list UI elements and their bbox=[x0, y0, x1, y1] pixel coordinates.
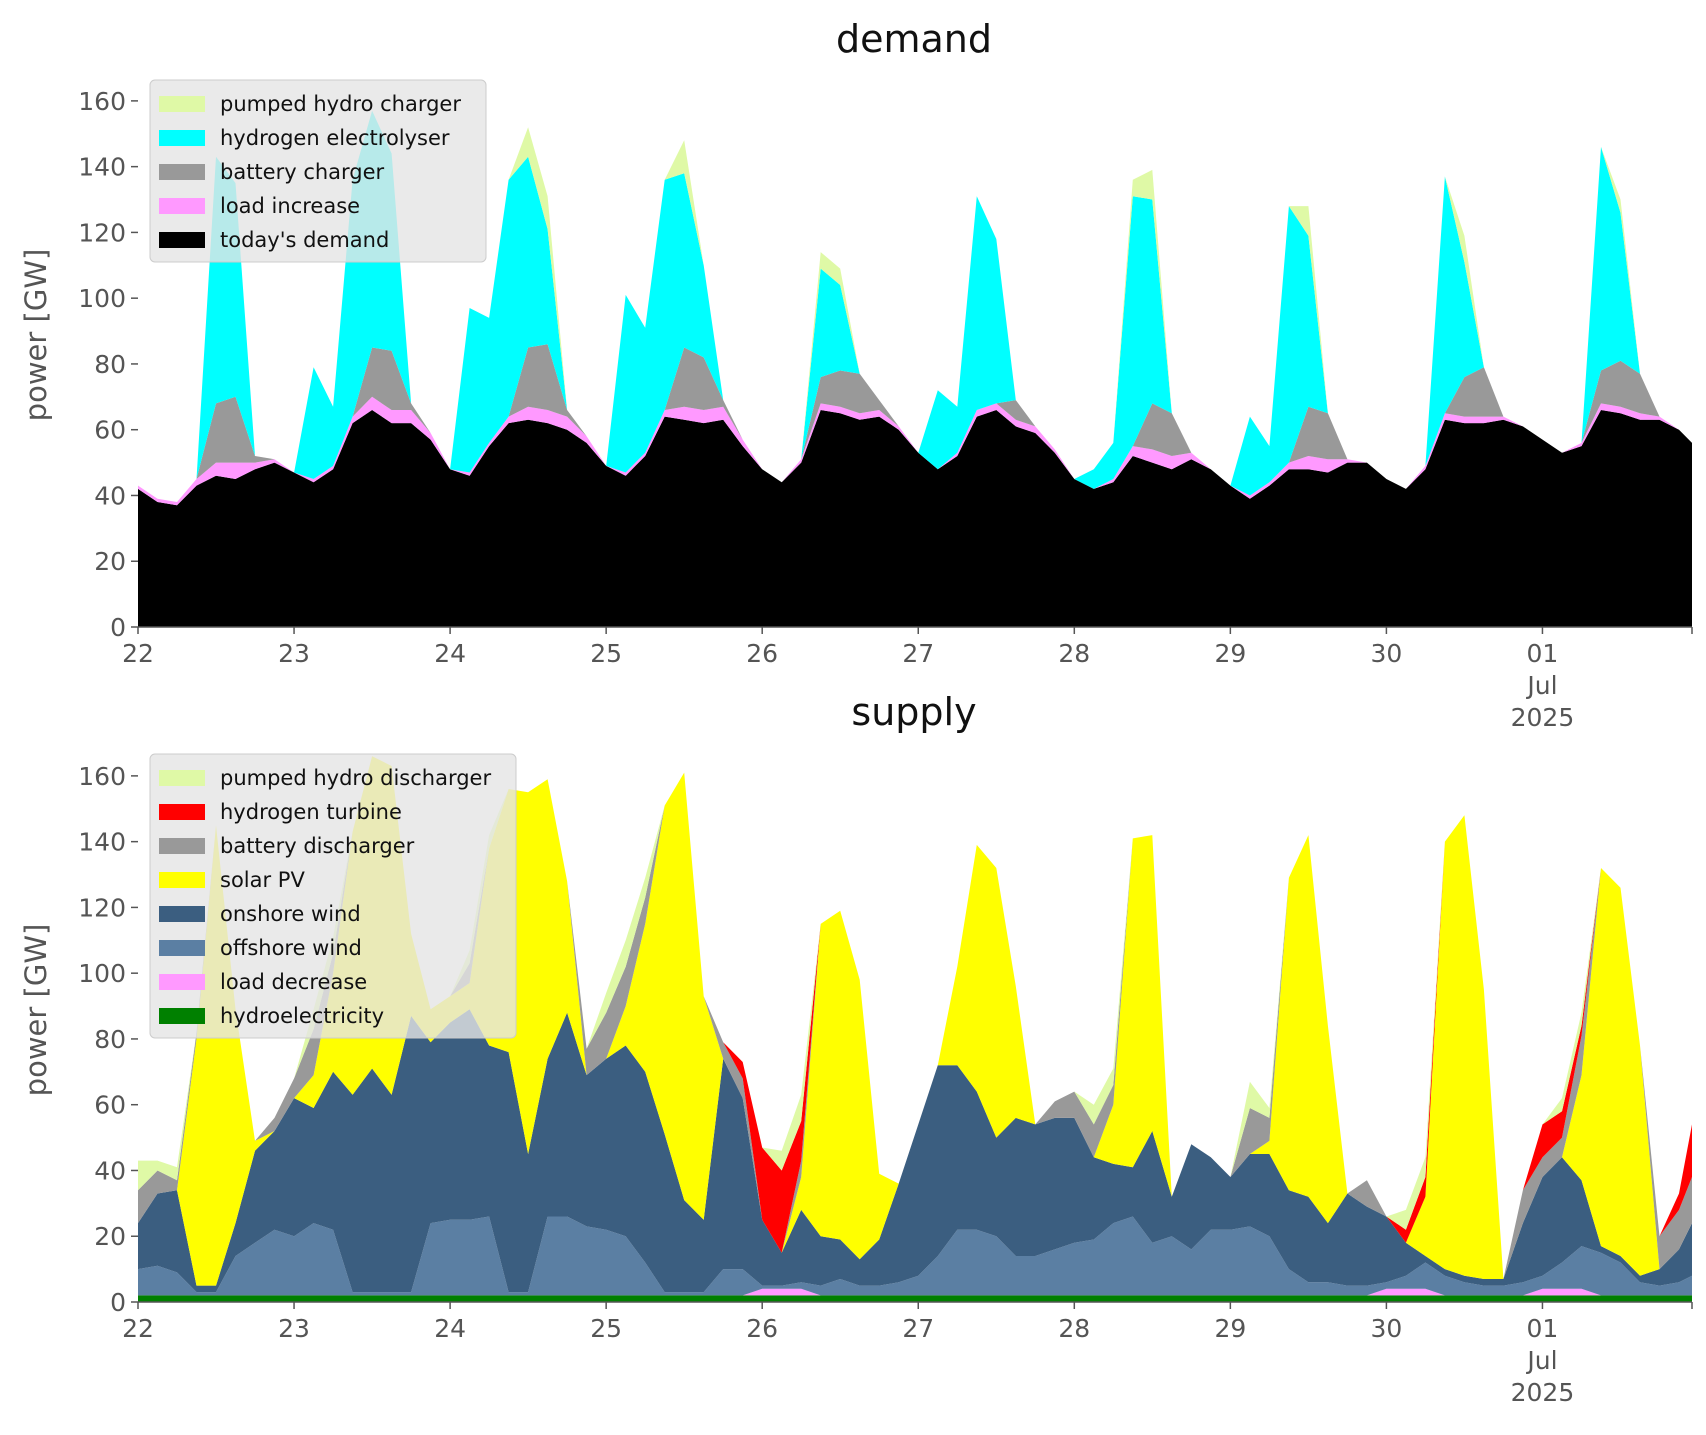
legend-label-offshore-wind: offshore wind bbox=[220, 936, 362, 960]
x-tick-label: 28 bbox=[1058, 1314, 1090, 1343]
area-solar-pv bbox=[138, 756, 1692, 1286]
supply-panel: supply power [GW] 0 20 40 60 80 100 120 140 160 2… bbox=[19, 690, 1693, 1407]
x-tick-label: 30 bbox=[1370, 639, 1402, 668]
y-tick-label: 120 bbox=[78, 893, 126, 922]
x-tick-label: 29 bbox=[1214, 1314, 1246, 1343]
y-tick-label: 100 bbox=[78, 284, 126, 313]
legend-label-battery-discharger: battery discharger bbox=[220, 834, 415, 858]
x-tick-label: 26 bbox=[746, 1314, 778, 1343]
legend-swatch-hydrogen-turbine bbox=[159, 804, 205, 820]
x-tick-label: 24 bbox=[434, 1314, 466, 1343]
x-tick-label: 23 bbox=[278, 639, 310, 668]
x-tick-label: 26 bbox=[746, 639, 778, 668]
y-tick-label: 20 bbox=[94, 1222, 126, 1251]
y-tick-label: 40 bbox=[94, 1156, 126, 1185]
supply-title: supply bbox=[851, 690, 976, 734]
supply-legend: pumped hydro discharger hydrogen turbine b… bbox=[149, 753, 517, 1039]
legend-label-pumped-hydro-discharger: pumped hydro discharger bbox=[220, 766, 491, 790]
area-battery-charger bbox=[138, 344, 1692, 502]
y-tick-label: 120 bbox=[78, 218, 126, 247]
legend-swatch-onshore-wind bbox=[159, 906, 205, 922]
y-tick-label: 60 bbox=[94, 1091, 126, 1120]
x-tick-label: 25 bbox=[590, 639, 622, 668]
legend-label-load-increase: load increase bbox=[220, 194, 360, 218]
x-tick-label: 22 bbox=[122, 1314, 154, 1343]
legend-swatch-solar-pv bbox=[159, 872, 205, 888]
demand-title: demand bbox=[836, 17, 992, 61]
x-tick-label: 01 Jul 2025 bbox=[1511, 1314, 1575, 1407]
x-tick-label: 25 bbox=[590, 1314, 622, 1343]
supply-axes: 0 20 40 60 80 100 120 140 160 22 23 24 25 26 27 28 29 30 0… bbox=[78, 762, 1693, 1407]
y-tick-label: 100 bbox=[78, 959, 126, 988]
area-pumped-hydro-charger bbox=[138, 110, 1692, 502]
area-offshore-wind bbox=[138, 1216, 1692, 1296]
demand-areas bbox=[138, 110, 1692, 627]
x-tick-label: 27 bbox=[902, 1314, 934, 1343]
x-tick-label: 23 bbox=[278, 1314, 310, 1343]
y-tick-label: 160 bbox=[78, 762, 126, 791]
demand-panel: demand power [GW] 0 20 40 60 80 100 120 140 160 2… bbox=[19, 17, 1693, 732]
y-tick-label: 0 bbox=[110, 1288, 126, 1317]
y-tick-label: 160 bbox=[78, 87, 126, 116]
x-tick-label: 24 bbox=[434, 639, 466, 668]
y-tick-label: 80 bbox=[94, 350, 126, 379]
legend-swatch-offshore-wind bbox=[159, 940, 205, 956]
x-tick-label: 01 Jul 2025 bbox=[1511, 639, 1575, 732]
legend-label-hydrogen-turbine: hydrogen turbine bbox=[220, 800, 402, 824]
x-tick-label: 30 bbox=[1370, 1314, 1402, 1343]
y-tick-label: 40 bbox=[94, 481, 126, 510]
x-tick-label: 28 bbox=[1058, 639, 1090, 668]
y-tick-label: 20 bbox=[94, 547, 126, 576]
legend-swatch-pumped-hydro-discharger bbox=[159, 770, 205, 786]
legend-label-load-decrease: load decrease bbox=[220, 970, 367, 994]
legend-label-today-s-demand: today's demand bbox=[220, 228, 389, 252]
legend-swatch-hydroelectricity bbox=[159, 1008, 205, 1024]
demand-y-axis-label: power [GW] bbox=[19, 249, 53, 422]
area-load-decrease bbox=[138, 1288, 1692, 1296]
y-tick-label: 60 bbox=[94, 416, 126, 445]
area-hydroelectricity bbox=[138, 1295, 1692, 1302]
supply-areas bbox=[138, 756, 1692, 1302]
y-tick-label: 80 bbox=[94, 1025, 126, 1054]
area-onshore-wind bbox=[138, 1009, 1692, 1293]
legend-box bbox=[149, 79, 487, 263]
legend-swatch-battery-charger bbox=[159, 164, 205, 180]
demand-legend: pumped hydro charger hydrogen electrolyse… bbox=[149, 79, 487, 263]
legend-box bbox=[149, 753, 517, 1039]
legend-swatch-load-increase bbox=[159, 198, 205, 214]
x-tick-label: 27 bbox=[902, 639, 934, 668]
supply-y-axis-label: power [GW] bbox=[19, 924, 53, 1097]
y-tick-label: 0 bbox=[110, 613, 126, 642]
x-tick-label: 22 bbox=[122, 639, 154, 668]
legend-label-hydrogen-electrolyser: hydrogen electrolyser bbox=[220, 126, 450, 150]
legend-label-solar-pv: solar PV bbox=[220, 868, 305, 892]
legend-label-onshore-wind: onshore wind bbox=[220, 902, 361, 926]
legend-swatch-pumped-hydro-charger bbox=[159, 96, 205, 112]
y-tick-label: 140 bbox=[78, 828, 126, 857]
legend-label-battery-charger: battery charger bbox=[220, 160, 385, 184]
legend-swatch-hydrogen-electrolyser bbox=[159, 130, 205, 146]
legend-label-pumped-hydro-charger: pumped hydro charger bbox=[220, 92, 461, 116]
x-tick-label: 29 bbox=[1214, 639, 1246, 668]
legend-label-hydroelectricity: hydroelectricity bbox=[220, 1004, 384, 1028]
area-hydrogen-electrolyser bbox=[138, 110, 1692, 502]
y-tick-label: 140 bbox=[78, 153, 126, 182]
legend-swatch-load-decrease bbox=[159, 974, 205, 990]
legend-swatch-today-s-demand bbox=[159, 232, 205, 248]
area-today-s-demand bbox=[138, 410, 1692, 627]
demand-axes: 0 20 40 60 80 100 120 140 160 22 23 24 25 26 27 28 29 30 0… bbox=[78, 87, 1693, 732]
legend-swatch-battery-discharger bbox=[159, 838, 205, 854]
